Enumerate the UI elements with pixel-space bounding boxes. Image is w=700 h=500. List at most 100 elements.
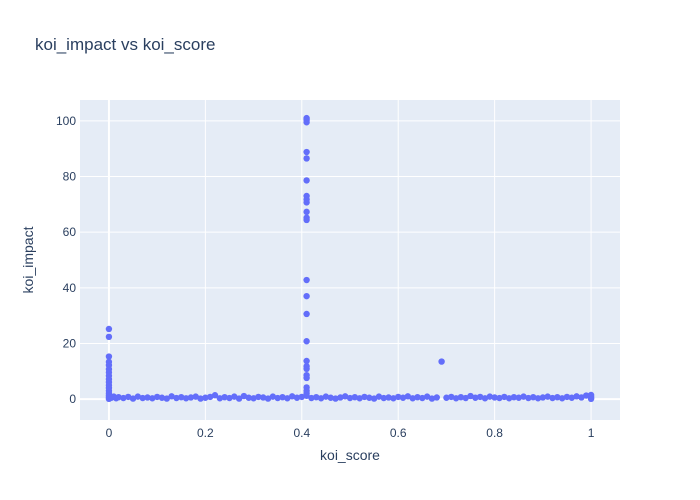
data-point <box>134 393 142 400</box>
y-tick-label: 100 <box>56 114 76 128</box>
data-point <box>443 394 450 401</box>
data-point <box>544 393 551 400</box>
data-point <box>433 394 440 401</box>
data-point <box>226 394 233 402</box>
data-point <box>250 395 257 402</box>
data-point <box>366 394 373 401</box>
data-point <box>178 393 185 401</box>
data-point <box>303 357 310 365</box>
data-point <box>284 395 291 402</box>
data-point <box>530 393 537 401</box>
data-point <box>240 392 248 400</box>
data-point <box>303 208 310 216</box>
data-point <box>313 393 320 401</box>
data-point <box>303 338 310 345</box>
y-axis-label: koi_impact <box>20 226 36 293</box>
data-point <box>558 395 566 402</box>
data-point <box>428 395 436 402</box>
x-tick-label: 0 <box>106 426 113 440</box>
data-point <box>144 394 151 401</box>
data-point <box>573 393 580 400</box>
data-point <box>472 394 479 401</box>
data-point <box>438 358 445 365</box>
data-point <box>279 393 286 401</box>
data-point <box>139 394 146 402</box>
x-tick-label: 0.6 <box>390 426 407 440</box>
data-point <box>534 395 542 402</box>
data-point <box>235 395 243 402</box>
x-tick-label: 0.2 <box>197 426 214 440</box>
data-point <box>168 393 175 400</box>
data-point <box>346 394 354 402</box>
chart-title: koi_impact vs koi_score <box>35 35 215 54</box>
data-point <box>303 155 310 162</box>
data-point <box>197 395 204 402</box>
data-point <box>216 395 224 402</box>
data-point <box>505 395 513 402</box>
data-point <box>337 394 344 401</box>
data-point <box>423 393 431 400</box>
data-point <box>549 394 556 402</box>
data-point <box>245 394 252 401</box>
data-point <box>587 395 595 403</box>
x-tick-label: 0.8 <box>486 426 503 440</box>
data-point <box>563 393 571 401</box>
data-point <box>496 394 503 402</box>
data-point <box>274 394 281 402</box>
data-point <box>105 333 113 340</box>
data-point <box>187 394 195 401</box>
data-point <box>390 395 397 402</box>
data-point <box>501 393 508 401</box>
data-point <box>539 394 547 401</box>
data-point <box>481 395 489 402</box>
data-point <box>356 395 363 402</box>
data-point <box>149 395 156 402</box>
data-point <box>173 394 180 402</box>
data-point <box>448 393 455 401</box>
data-point <box>515 394 522 401</box>
data-point <box>206 393 214 401</box>
data-point <box>370 395 378 402</box>
data-point <box>385 394 392 401</box>
x-axis-label: koi_score <box>320 447 380 463</box>
data-point <box>211 392 219 399</box>
data-point <box>520 393 527 400</box>
data-point <box>327 394 334 401</box>
data-point <box>264 395 272 402</box>
data-point <box>303 119 310 126</box>
data-point <box>351 393 359 401</box>
data-point <box>303 392 310 399</box>
data-point <box>288 393 296 400</box>
data-point <box>158 394 166 401</box>
data-point <box>375 393 383 400</box>
data-point <box>568 394 575 401</box>
data-point <box>303 148 310 156</box>
y-tick-label: 60 <box>63 225 77 239</box>
data-points <box>105 114 595 403</box>
x-axis-ticks: 0 0.2 0.4 0.6 0.8 1 <box>106 426 595 440</box>
data-point <box>332 395 339 402</box>
data-point <box>115 393 122 401</box>
data-point <box>510 393 518 401</box>
data-point <box>293 394 301 401</box>
data-point <box>303 216 310 224</box>
data-point <box>269 393 277 400</box>
y-tick-label: 40 <box>63 281 77 295</box>
x-tick-label: 0.4 <box>293 426 310 440</box>
data-point <box>476 393 484 401</box>
data-point <box>462 394 469 402</box>
y-axis-ticks: 0 20 40 60 80 100 <box>56 114 76 406</box>
data-point <box>583 392 590 399</box>
data-point <box>419 394 426 402</box>
data-point <box>231 393 238 400</box>
data-point <box>467 392 474 400</box>
data-point <box>554 393 561 401</box>
y-tick-label: 20 <box>63 336 77 350</box>
data-point <box>303 276 310 284</box>
data-point <box>322 393 330 400</box>
data-point <box>303 365 310 372</box>
data-point <box>255 393 262 401</box>
data-point <box>308 394 315 402</box>
data-point <box>361 393 368 401</box>
